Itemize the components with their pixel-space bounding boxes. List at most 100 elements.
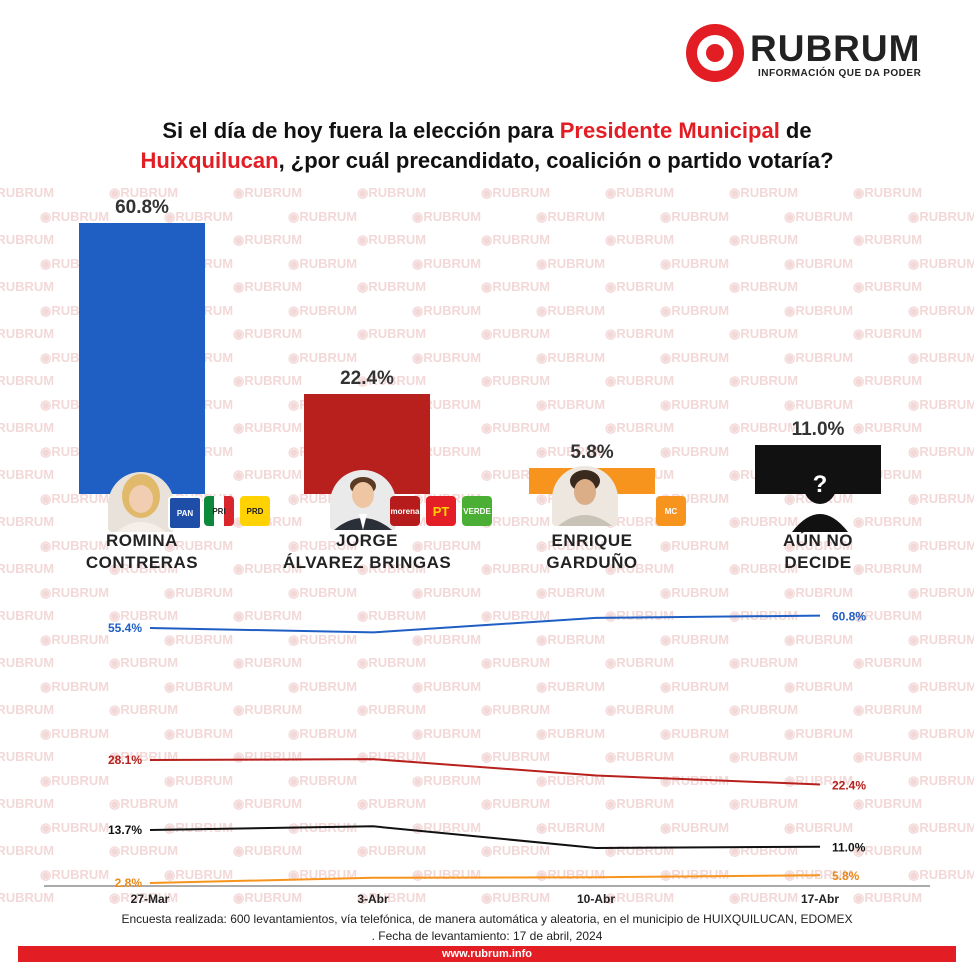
watermark-text: ◉RUBRUM bbox=[0, 232, 55, 247]
watermark-text: ◉RUBRUM bbox=[853, 232, 923, 247]
candidate-photo-enrique bbox=[552, 466, 618, 526]
watermark-text: ◉RUBRUM bbox=[357, 326, 427, 341]
watermark-text: ◉RUBRUM bbox=[853, 185, 923, 200]
x-tick-label: 17-Abr bbox=[801, 892, 839, 906]
watermark-text: ◉RUBRUM bbox=[853, 373, 923, 388]
watermark-text: ◉RUBRUM bbox=[233, 232, 303, 247]
watermark-text: ◉RUBRUM bbox=[536, 255, 606, 271]
watermark-text: ◉RUBRUM bbox=[481, 420, 551, 435]
watermark-text: ◉RUBRUM bbox=[481, 373, 551, 388]
verde-logo-icon: VERDE bbox=[462, 496, 492, 526]
watermark-text: ◉RUBRUM bbox=[908, 443, 974, 459]
prd-logo-icon: PRD bbox=[240, 496, 270, 526]
bar-value-label: 60.8% bbox=[115, 197, 169, 218]
watermark-text: ◉RUBRUM bbox=[605, 326, 675, 341]
watermark-text: ◉RUBRUM bbox=[605, 232, 675, 247]
watermark-text: ◉RUBRUM bbox=[605, 373, 675, 388]
data-label: 5.8% bbox=[832, 869, 860, 883]
watermark-text: ◉RUBRUM bbox=[288, 349, 358, 365]
watermark-text: ◉RUBRUM bbox=[908, 208, 974, 224]
watermark-text: ◉RUBRUM bbox=[908, 255, 974, 271]
watermark-text: ◉RUBRUM bbox=[660, 208, 730, 224]
survey-date: . Fecha de levantamiento: 17 de abril, 2… bbox=[371, 929, 603, 943]
watermark-text: ◉RUBRUM bbox=[412, 349, 482, 365]
data-label: 11.0% bbox=[832, 841, 866, 855]
data-label: 55.4% bbox=[108, 621, 142, 635]
watermark-text: ◉RUBRUM bbox=[412, 208, 482, 224]
footer-url-bar: www.rubrum.info bbox=[18, 946, 956, 962]
watermark-text: ◉RUBRUM bbox=[908, 302, 974, 318]
watermark-text: ◉RUBRUM bbox=[0, 279, 55, 294]
watermark-text: ◉RUBRUM bbox=[0, 420, 55, 435]
unknown-person-icon: ? bbox=[790, 452, 850, 532]
data-label: 2.8% bbox=[115, 876, 143, 890]
watermark-text: ◉RUBRUM bbox=[853, 279, 923, 294]
series-line bbox=[149, 825, 821, 850]
survey-methodology: Encuesta realizada: 600 levantamientos, … bbox=[121, 912, 853, 926]
watermark-text: ◉RUBRUM bbox=[784, 396, 854, 412]
watermark-text: ◉RUBRUM bbox=[660, 302, 730, 318]
watermark-text: ◉RUBRUM bbox=[605, 185, 675, 200]
watermark-text: ◉RUBRUM bbox=[729, 232, 799, 247]
watermark-text: ◉RUBRUM bbox=[233, 326, 303, 341]
watermark-text: ◉RUBRUM bbox=[660, 349, 730, 365]
series-line bbox=[149, 614, 821, 634]
watermark-text: ◉RUBRUM bbox=[357, 185, 427, 200]
watermark-text: ◉RUBRUM bbox=[853, 326, 923, 341]
watermark-text: ◉RUBRUM bbox=[660, 255, 730, 271]
bar-romina bbox=[79, 223, 205, 494]
watermark-text: ◉RUBRUM bbox=[536, 302, 606, 318]
brand-tagline: INFORMACIÓN QUE DA PODER bbox=[758, 68, 922, 79]
candidate-name: ENRIQUE GARDUÑO bbox=[546, 531, 638, 572]
watermark-text: ◉RUBRUM bbox=[784, 349, 854, 365]
candidate-name: AÚN NO DECIDE bbox=[782, 531, 854, 572]
watermark-text: ◉RUBRUM bbox=[481, 185, 551, 200]
watermark-text: ◉RUBRUM bbox=[233, 279, 303, 294]
watermark-text: ◉RUBRUM bbox=[729, 279, 799, 294]
watermark-text: ◉RUBRUM bbox=[0, 326, 55, 341]
series-line bbox=[149, 874, 821, 884]
watermark-text: ◉RUBRUM bbox=[908, 349, 974, 365]
watermark-text: ◉RUBRUM bbox=[0, 467, 55, 482]
bar-value-label: 11.0% bbox=[791, 418, 845, 440]
watermark-text: ◉RUBRUM bbox=[729, 373, 799, 388]
mc-logo-icon: MC bbox=[656, 496, 686, 526]
watermark-text: ◉RUBRUM bbox=[729, 514, 799, 529]
x-tick-label: 3-Abr bbox=[357, 892, 389, 906]
candidate-name: JORGE ÁLVAREZ BRINGAS bbox=[282, 531, 452, 572]
watermark-text: ◉RUBRUM bbox=[288, 302, 358, 318]
x-tick-label: 27-Mar bbox=[131, 892, 170, 906]
pt-logo-icon: PT bbox=[426, 496, 456, 526]
watermark-text: ◉RUBRUM bbox=[853, 514, 923, 529]
watermark-text: ◉RUBRUM bbox=[729, 326, 799, 341]
svg-text:?: ? bbox=[813, 471, 828, 498]
watermark-text: ◉RUBRUM bbox=[660, 396, 730, 412]
watermark-text: ◉RUBRUM bbox=[784, 208, 854, 224]
watermark-text: ◉RUBRUM bbox=[481, 279, 551, 294]
watermark-text: ◉RUBRUM bbox=[233, 185, 303, 200]
watermark-text: ◉RUBRUM bbox=[784, 302, 854, 318]
chart-title: Si el día de hoy fuera la elección para … bbox=[140, 118, 834, 173]
watermark-text: ◉RUBRUM bbox=[536, 396, 606, 412]
watermark-text: ◉RUBRUM bbox=[0, 373, 55, 388]
trend-line-chart: 27-Mar 3-Abr 10-Abr 17-Abr 55.4% 60.8% 28.1% 22… bbox=[44, 610, 930, 906]
brand-logo: RUBRUM INFORMACIÓN QUE DA PODER bbox=[686, 24, 951, 84]
candidate-photo-romina bbox=[108, 472, 174, 532]
bar-value-label: 22.4% bbox=[340, 368, 394, 390]
watermark-text: ◉RUBRUM bbox=[784, 255, 854, 271]
watermark-text: ◉RUBRUM bbox=[412, 255, 482, 271]
data-label: 22.4% bbox=[832, 779, 866, 793]
pan-logo-icon: PAN bbox=[168, 496, 202, 530]
candidate-name: ROMINA CONTRERAS bbox=[85, 531, 199, 572]
watermark-text: ◉RUBRUM bbox=[605, 279, 675, 294]
x-tick-label: 10-Abr bbox=[577, 892, 615, 906]
watermark-text: ◉RUBRUM bbox=[233, 467, 303, 482]
series-line bbox=[149, 758, 821, 786]
watermark-text: ◉RUBRUM bbox=[605, 420, 675, 435]
watermark-text: ◉RUBRUM bbox=[288, 255, 358, 271]
data-label: 28.1% bbox=[108, 753, 142, 767]
bar-value-label: 5.8% bbox=[570, 442, 614, 464]
brand-name: RUBRUM bbox=[750, 28, 921, 69]
watermark-text: ◉RUBRUM bbox=[729, 185, 799, 200]
pri-logo-icon: PRI bbox=[204, 496, 234, 526]
